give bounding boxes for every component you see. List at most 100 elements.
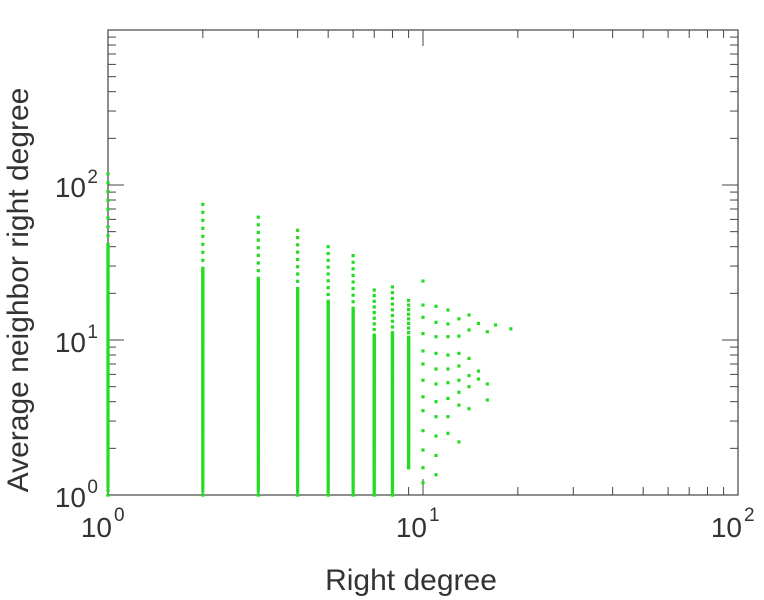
data-point — [351, 442, 355, 446]
data-point — [201, 277, 205, 281]
data-point — [106, 256, 110, 260]
data-point — [296, 417, 300, 421]
data-point — [296, 396, 300, 401]
data-point — [201, 218, 205, 222]
data-point — [256, 477, 260, 481]
data-point — [106, 292, 110, 296]
data-point — [201, 318, 205, 322]
data-point — [296, 440, 300, 445]
data-point — [256, 230, 260, 235]
data-point — [201, 258, 205, 262]
data-point — [106, 242, 110, 247]
x-tick-exponent: 1 — [429, 505, 440, 526]
data-point — [326, 436, 330, 440]
data-point — [326, 245, 330, 249]
data-point — [256, 421, 260, 425]
data-point — [201, 395, 205, 399]
data-point — [106, 371, 110, 376]
data-point — [256, 280, 260, 284]
data-point — [296, 493, 300, 497]
data-point — [201, 442, 205, 446]
data-point — [493, 323, 498, 327]
data-point — [296, 364, 300, 369]
data-point — [296, 426, 300, 431]
data-point — [256, 286, 260, 290]
data-point — [390, 285, 395, 289]
data-point — [201, 266, 205, 270]
data-point — [326, 380, 330, 385]
data-point — [106, 444, 110, 448]
data-point — [326, 364, 330, 368]
data-point — [421, 481, 425, 485]
data-point — [372, 316, 376, 320]
data-point — [296, 402, 300, 406]
data-point — [201, 361, 205, 366]
data-point — [326, 423, 330, 427]
data-point — [106, 466, 110, 470]
data-point — [296, 312, 300, 316]
data-point — [296, 344, 300, 348]
data-point — [201, 461, 205, 465]
data-point — [201, 449, 205, 453]
data-point — [372, 457, 376, 461]
data-point — [256, 375, 260, 379]
data-point — [106, 343, 110, 347]
data-point — [406, 303, 411, 307]
data-point — [296, 424, 300, 429]
data-point — [106, 264, 110, 268]
data-point — [256, 442, 260, 446]
data-point — [296, 347, 300, 351]
data-point — [296, 320, 300, 325]
data-point — [201, 309, 205, 313]
data-point — [351, 479, 355, 484]
data-point — [201, 489, 205, 493]
data-point — [390, 483, 395, 487]
data-point — [326, 411, 330, 415]
data-point — [256, 403, 260, 407]
data-point — [372, 481, 376, 486]
data-point — [106, 356, 110, 360]
data-point — [296, 236, 300, 240]
x-tick-exponent: 2 — [744, 505, 755, 526]
data-point — [421, 409, 425, 413]
data-point — [326, 451, 330, 456]
data-point — [326, 292, 330, 297]
data-point — [256, 338, 260, 342]
data-point — [106, 312, 110, 316]
data-point — [106, 447, 110, 451]
data-point — [296, 356, 300, 360]
data-point — [201, 437, 205, 442]
data-point — [106, 385, 110, 389]
data-point — [201, 268, 205, 272]
data-point — [390, 456, 395, 461]
data-point — [406, 321, 411, 326]
data-point — [485, 398, 489, 402]
data-point — [106, 382, 110, 387]
data-point — [372, 483, 376, 488]
data-point — [296, 406, 300, 410]
data-point — [201, 391, 205, 395]
data-point — [256, 261, 260, 265]
data-point — [106, 422, 110, 426]
data-point — [390, 453, 395, 457]
data-point — [201, 333, 205, 337]
data-point — [256, 462, 260, 466]
data-point — [326, 420, 330, 424]
data-point — [296, 303, 300, 307]
data-point — [256, 302, 260, 306]
data-point — [326, 438, 330, 442]
data-point — [106, 391, 110, 396]
data-point — [351, 407, 355, 411]
data-point — [296, 377, 300, 381]
data-point — [201, 322, 205, 326]
data-point — [434, 453, 438, 458]
data-point — [201, 477, 205, 481]
data-point — [326, 382, 330, 386]
data-point — [106, 403, 110, 407]
data-point — [326, 371, 330, 375]
data-point — [372, 488, 376, 492]
data-point — [467, 407, 471, 411]
data-point — [372, 478, 376, 482]
data-point — [256, 246, 260, 250]
data-point — [201, 433, 205, 437]
